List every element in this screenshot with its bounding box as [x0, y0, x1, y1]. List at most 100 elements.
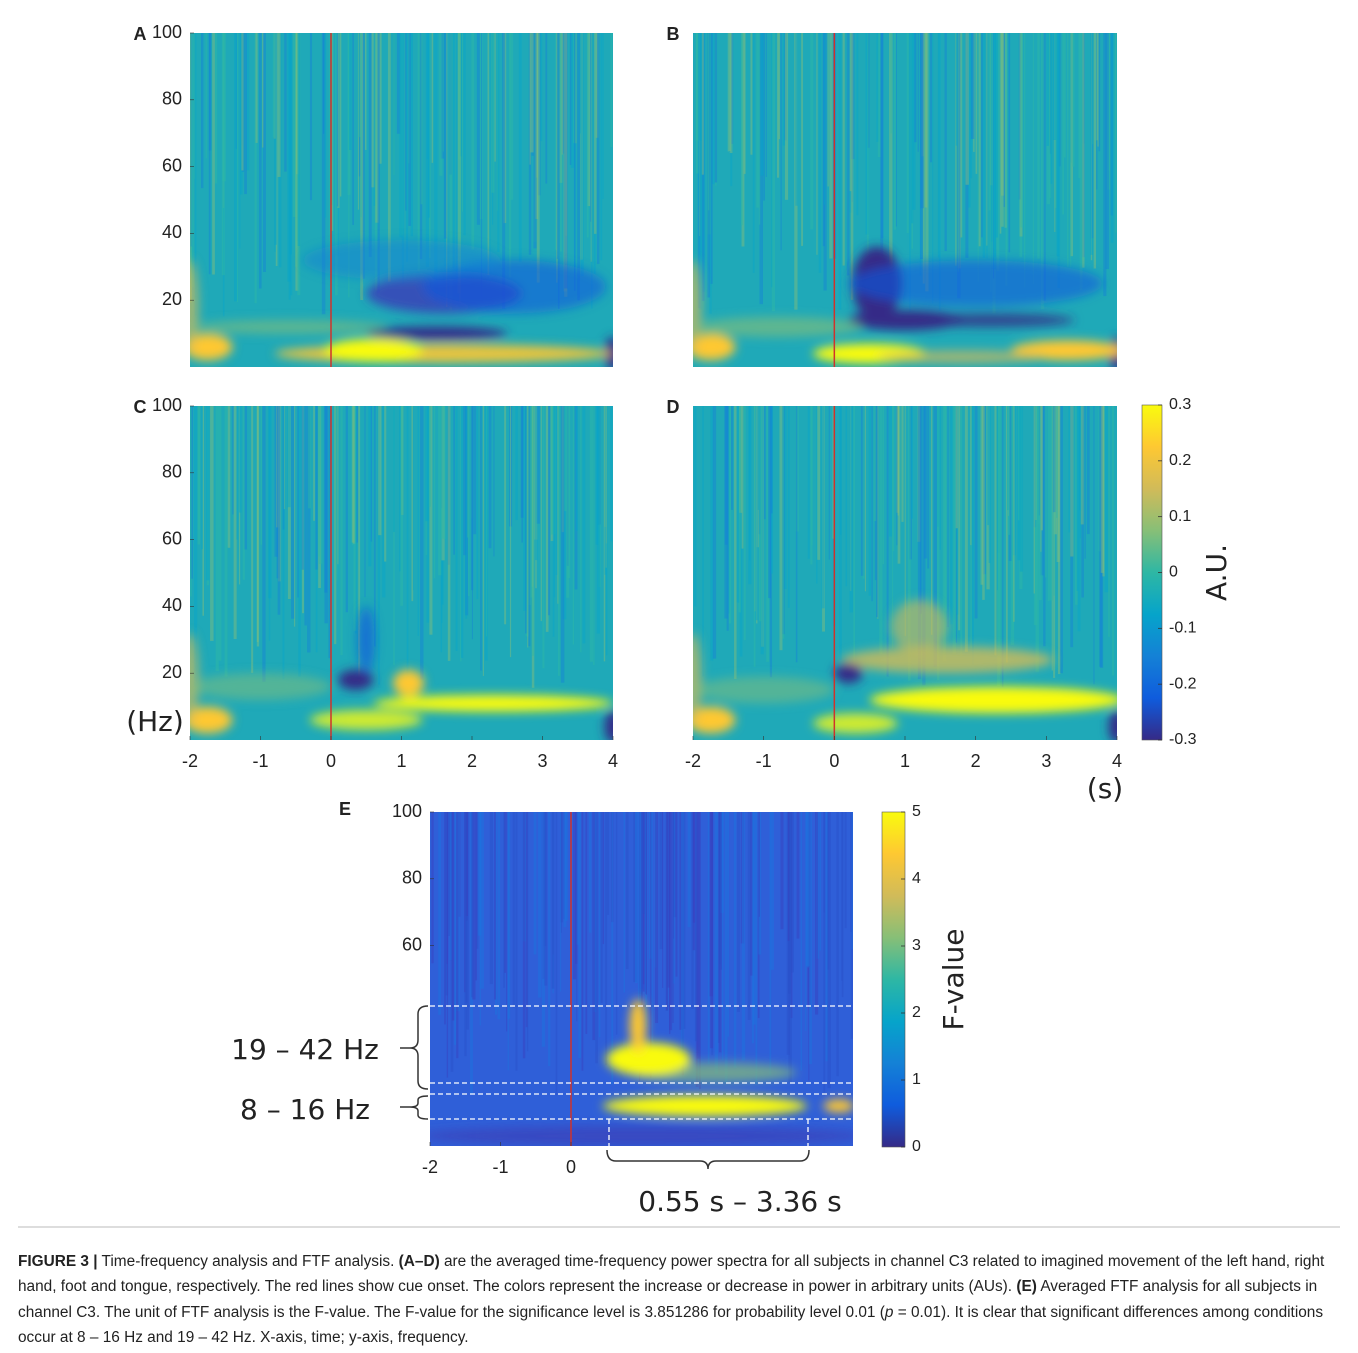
heatmap-streak	[955, 406, 958, 529]
heatmap-streak	[507, 812, 511, 1019]
heatmap-streak	[816, 33, 818, 255]
heatmap-streak	[1052, 33, 1057, 140]
heatmap-streak	[572, 406, 575, 645]
heatmap-streak	[711, 33, 715, 185]
heatmap-streak	[334, 33, 338, 296]
heatmap-streak	[464, 812, 467, 1057]
heatmap-streak	[1043, 406, 1046, 647]
heatmap-streak	[476, 33, 481, 225]
heatmap-streak	[892, 406, 895, 552]
heatmap-streak	[287, 406, 291, 508]
heatmap-streak	[400, 406, 403, 606]
heatmap-streak	[262, 406, 266, 682]
heatmap-streak	[370, 406, 373, 542]
heatmap-streak	[467, 406, 470, 597]
heatmap-streak	[387, 33, 391, 282]
heatmap-blob	[190, 673, 331, 700]
heatmap-streak	[1033, 406, 1035, 594]
heatmap-streak	[482, 406, 484, 676]
heatmap-streak	[757, 406, 761, 510]
heatmap-streak	[1098, 33, 1101, 152]
heatmap-streak	[557, 33, 560, 309]
heatmap-streak	[776, 33, 780, 178]
heatmap-blob	[357, 606, 375, 674]
heatmap-streak	[844, 812, 847, 929]
heatmap-streak	[449, 812, 453, 961]
heatmap-streak	[480, 406, 482, 671]
heatmap-streak	[611, 812, 614, 1085]
heatmap-streak	[471, 406, 474, 591]
heatmap-streak	[503, 33, 507, 224]
heatmap-streak	[309, 33, 313, 201]
heatmap-streak	[360, 33, 362, 218]
heatmap-streak	[743, 406, 746, 641]
heatmap-streak	[838, 33, 842, 310]
heatmap-streak	[605, 406, 607, 568]
heatmap-streak	[730, 33, 733, 187]
heatmap-streak	[475, 812, 478, 981]
heatmap-streak	[1114, 33, 1117, 141]
heatmap-streak	[639, 812, 643, 1076]
heatmap-streak	[1049, 33, 1053, 184]
heatmap-streak	[784, 33, 787, 141]
heatmap-streak	[378, 406, 382, 536]
heatmap-streak	[910, 406, 913, 519]
heatmap-streak	[780, 812, 784, 930]
heatmap-streak	[893, 33, 897, 230]
heatmap-streak	[920, 33, 924, 209]
heatmap-streak	[352, 406, 354, 546]
heatmap-streak	[665, 812, 669, 1011]
heatmap-streak	[504, 812, 507, 973]
heatmap-streak	[1068, 406, 1071, 533]
heatmap-streak	[997, 406, 1000, 553]
heatmap	[190, 33, 613, 367]
x-tick-label: -2	[182, 751, 198, 771]
colorbar-label: A.U.	[1200, 544, 1233, 601]
heatmap-streak	[377, 406, 380, 685]
heatmap-streak	[406, 33, 409, 262]
heatmap-streak	[990, 33, 992, 270]
heatmap-streak	[1001, 406, 1004, 654]
heatmap-streak	[709, 812, 713, 997]
colorbar-tick-label: 0.3	[1169, 396, 1191, 413]
y-tick-label: 100	[152, 395, 182, 415]
heatmap-streak	[197, 406, 201, 545]
heatmap-streak	[393, 406, 395, 665]
heatmap-streak	[352, 33, 354, 225]
heatmap-streak	[927, 406, 930, 569]
heatmap-streak	[840, 406, 842, 535]
heatmap-streak	[283, 406, 285, 510]
heatmap-streak	[497, 812, 501, 1020]
x-tick-label: 0	[829, 751, 839, 771]
heatmap-streak	[936, 406, 940, 681]
heatmap-streak	[393, 406, 395, 532]
heatmap-streak	[194, 33, 197, 316]
heatmap-streak	[240, 33, 243, 195]
heatmap-streak	[585, 812, 588, 1034]
heatmap-streak	[580, 33, 584, 260]
panel-label: D	[667, 397, 680, 417]
heatmap-blob	[366, 326, 508, 341]
heatmap-streak	[823, 812, 825, 913]
heatmap-blob	[190, 633, 199, 727]
heatmap-streak	[807, 406, 810, 559]
heatmap-streak	[825, 812, 828, 1062]
heatmap-streak	[239, 33, 241, 249]
heatmap-streak	[675, 812, 678, 977]
heatmap-streak	[297, 406, 299, 598]
heatmap-streak	[683, 812, 686, 1029]
heatmap-blobs	[430, 999, 853, 1146]
heatmap-streak	[289, 33, 292, 255]
heatmap-streak	[1032, 33, 1034, 284]
heatmap-streak	[832, 406, 835, 539]
heatmap-streak	[937, 33, 940, 258]
heatmap-streak	[324, 406, 328, 593]
heatmap-streak	[1096, 33, 1098, 190]
heatmap-streak	[528, 406, 531, 647]
heatmap-streak	[465, 406, 468, 619]
heatmap-streak	[308, 406, 312, 509]
heatmap-streak	[222, 33, 225, 208]
heatmap-streak	[787, 406, 790, 608]
x-tick-label: -2	[685, 751, 701, 771]
